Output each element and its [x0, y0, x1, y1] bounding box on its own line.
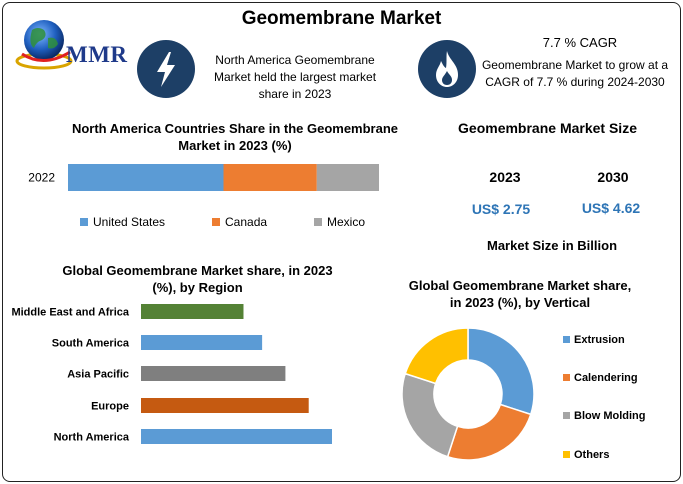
legend-label: Canada [225, 215, 268, 229]
size-value-2030: US$ 4.62 [581, 200, 641, 216]
vertical-share-title: Global Geomembrane Market share, in 2023… [408, 278, 632, 310]
donut-slice-extrusion [467, 327, 535, 416]
legend-swatch [314, 218, 322, 226]
country-share-title: North America Countries Share in the Geo… [71, 121, 399, 153]
north-america-info: North America Geomembrane Market held th… [213, 53, 377, 101]
stacked-bar-mexico [316, 164, 379, 191]
legend-swatch-calendering [563, 374, 570, 381]
region-share-title: Global Geomembrane Market share, in 2023… [62, 263, 333, 295]
size-value-2023: US$ 2.75 [471, 201, 531, 217]
market-size-unit: Market Size in Billion [486, 238, 618, 253]
region-bar-europe [141, 398, 309, 413]
legend-swatch [212, 218, 220, 226]
stacked-bar-united-states [68, 164, 224, 191]
flame-badge [418, 40, 476, 98]
category-label-2022: 2022 [28, 171, 55, 185]
legend-label: United States [93, 215, 166, 229]
lightning-icon [157, 52, 175, 87]
size-year-2030: 2030 [597, 169, 629, 185]
legend-swatch-others [563, 451, 570, 458]
market-size-title: Geomembrane Market Size [458, 120, 637, 136]
legend-label-calendering: Calendering [574, 372, 638, 384]
region-label-middle-east-and-africa: Middle East and Africa [11, 307, 129, 319]
legend-united-states: United States [80, 215, 165, 229]
region-bar-middle-east-and-africa [141, 304, 244, 319]
legend-label-others: Others [574, 449, 609, 461]
size-year-2023: 2023 [489, 169, 521, 185]
cagr-info: Geomembrane Market to grow at a CAGR of … [481, 58, 669, 89]
page-title: Geomembrane Market [241, 8, 442, 29]
region-label-south-america: South America [52, 338, 130, 350]
logo [14, 14, 129, 72]
legend-mexico: Mexico [314, 215, 365, 229]
flame-icon [436, 51, 458, 87]
region-bar-south-america [141, 335, 263, 350]
legend-swatch-blow-molding [563, 412, 570, 419]
region-label-europe: Europe [91, 401, 129, 413]
cagr-title: 7.7 % CAGR [542, 35, 618, 50]
region-bar-asia-pacific [141, 366, 286, 381]
region-bar-north-america [141, 429, 332, 444]
stacked-bar-canada [223, 164, 317, 191]
legend-label-blow-molding: Blow Molding [574, 410, 645, 422]
donut-slice-blow-molding [401, 372, 459, 458]
legend-swatch-extrusion [563, 336, 570, 343]
donut-slice-calendering [446, 403, 532, 461]
logo-text: MMR [66, 42, 128, 67]
globe-icon [15, 20, 73, 70]
donut-slice-others [404, 327, 469, 385]
region-label-north-america: North America [54, 432, 130, 444]
legend-label-extrusion: Extrusion [574, 334, 625, 346]
legend-swatch [80, 218, 88, 226]
legend-canada: Canada [212, 215, 267, 229]
region-label-asia-pacific: Asia Pacific [67, 369, 129, 381]
legend-label: Mexico [327, 215, 366, 229]
lightning-badge [137, 40, 195, 98]
